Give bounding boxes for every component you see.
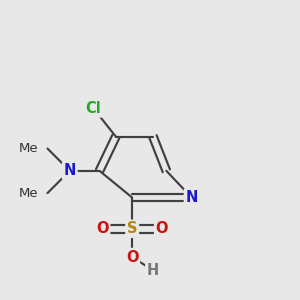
Text: Me: Me [18,187,38,200]
Text: S: S [127,221,137,236]
Text: Cl: Cl [86,101,101,116]
Text: N: N [185,190,198,205]
Text: O: O [126,250,138,265]
Text: O: O [96,221,109,236]
Text: O: O [156,221,168,236]
Text: Me: Me [18,142,38,155]
Text: H: H [147,263,159,278]
Text: N: N [64,163,76,178]
